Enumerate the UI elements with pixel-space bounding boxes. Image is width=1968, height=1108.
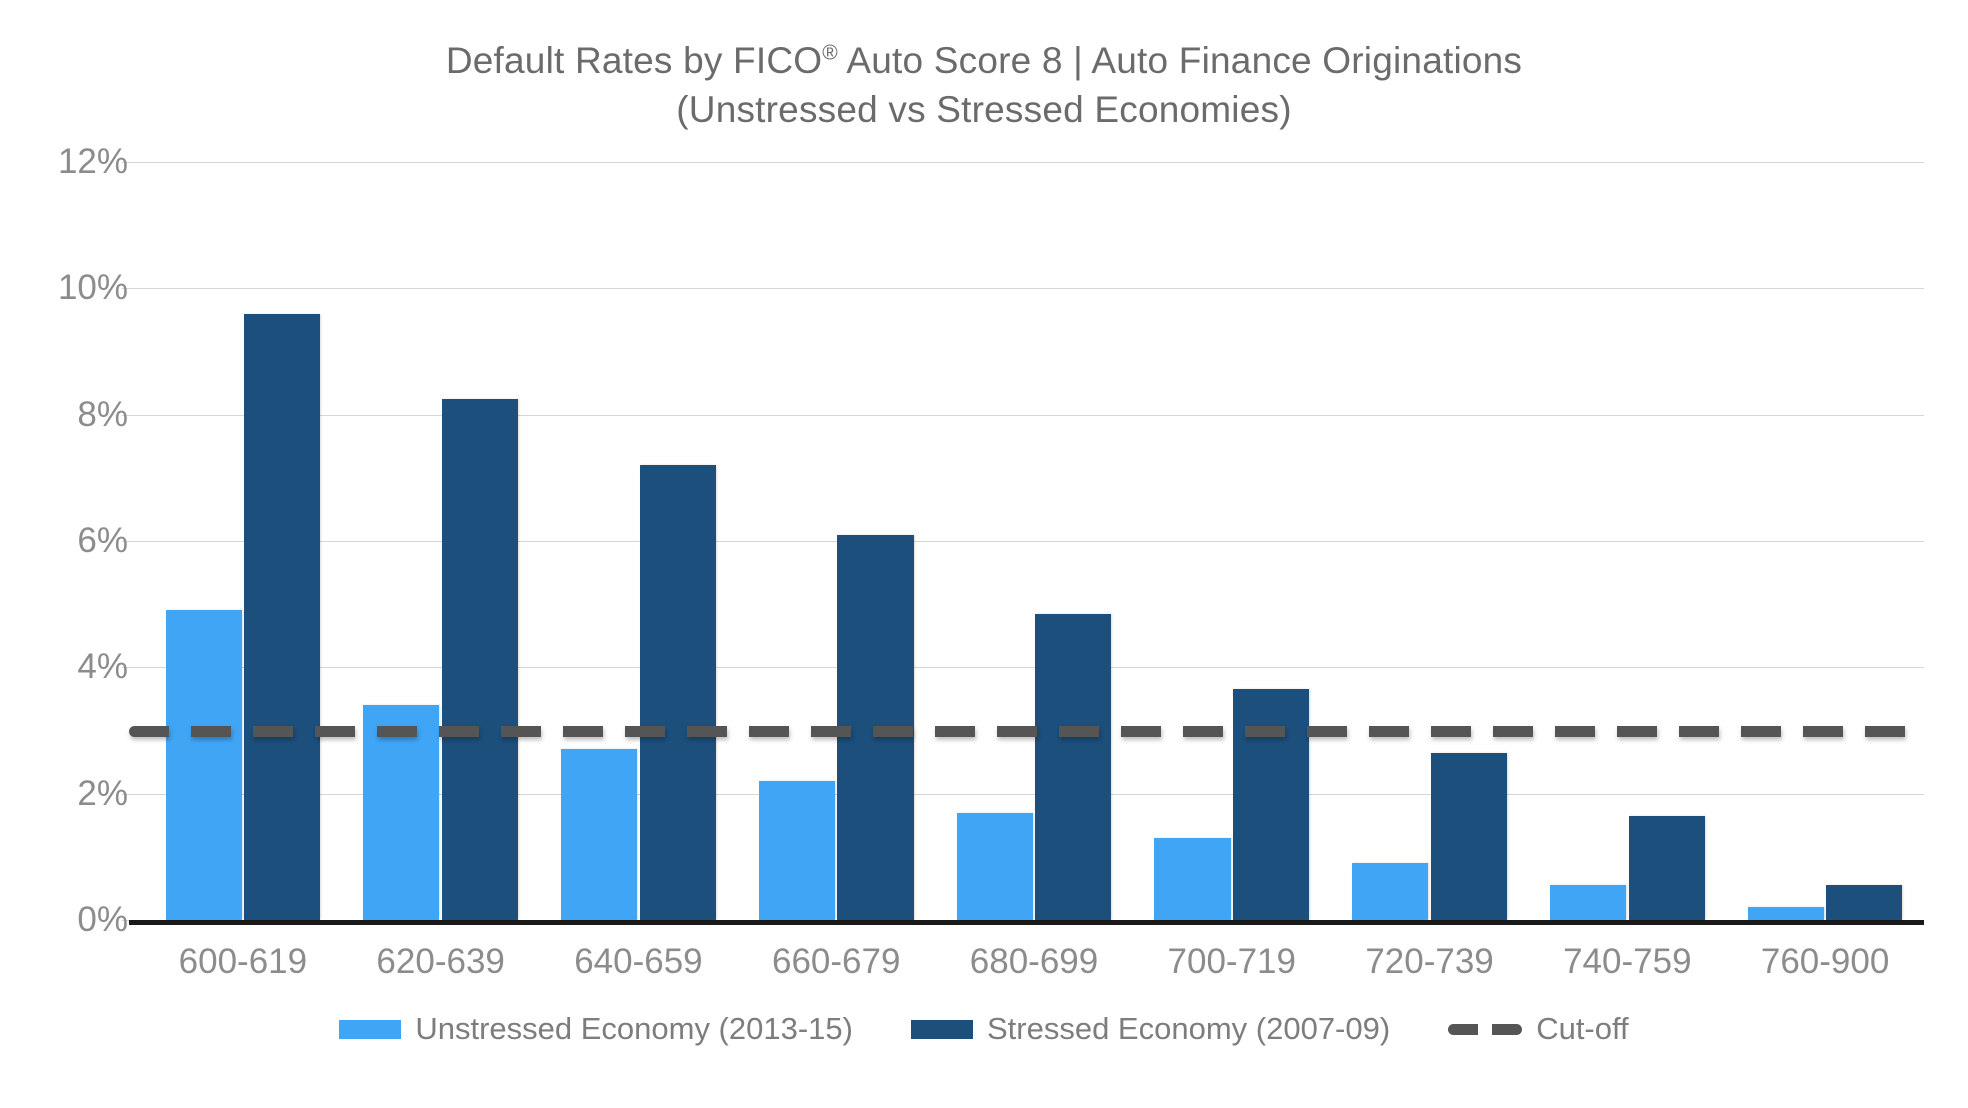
bar-700-719-stressed[interactable] <box>1232 689 1310 920</box>
x-axis-label-760-900: 760-900 <box>1760 942 1890 981</box>
x-axis-labels: 600-619 620-639 640-659 660-679 680-699 700-7… <box>144 938 1924 998</box>
bar-760-900-unstressed[interactable] <box>1747 907 1824 920</box>
bar-620-639-unstressed[interactable] <box>363 705 440 920</box>
y-axis-tick-mark <box>122 667 144 669</box>
chart-legend: Unstressed Economy (2013-15) Stressed Ec… <box>0 1012 1968 1046</box>
bar-740-759-unstressed[interactable] <box>1550 885 1627 920</box>
x-axis-label-720-739: 720-739 <box>1365 942 1494 981</box>
legend-item-stressed[interactable]: Stressed Economy (2007-09) <box>910 1011 1391 1046</box>
y-axis-tick-label: 4% <box>77 647 128 687</box>
bar-620-639-stressed[interactable] <box>441 398 518 920</box>
bar-760-900-stressed[interactable] <box>1826 885 1903 920</box>
legend-item-cutoff[interactable]: Cut-off <box>1448 1011 1629 1046</box>
legend-label-unstressed: Unstressed Economy (2013-15) <box>415 1011 853 1046</box>
legend-swatch-unstressed-icon <box>339 1019 402 1039</box>
bar-680-699-stressed[interactable] <box>1035 613 1112 920</box>
x-axis-label-640-659: 640-659 <box>574 942 703 981</box>
gridline <box>144 667 1924 669</box>
y-axis-tick-mark <box>122 414 144 416</box>
y-axis-tick-mark <box>122 288 144 290</box>
bar-720-739-unstressed[interactable] <box>1352 863 1429 920</box>
gridline <box>144 793 1924 795</box>
bar-640-659-stressed[interactable] <box>639 465 716 920</box>
registered-trademark-icon: ® <box>822 41 838 65</box>
chart-title-text-post: Auto Score 8 | Auto Finance Originations <box>837 40 1523 81</box>
gridline <box>144 541 1924 542</box>
legend-dashed-line-icon <box>1448 1023 1523 1035</box>
x-axis-label-740-759: 740-759 <box>1563 942 1692 981</box>
gridline <box>144 414 1924 416</box>
bar-720-739-stressed[interactable] <box>1430 752 1507 920</box>
chart-title: Default Rates by FICO® Auto Score 8 | Au… <box>0 36 1968 134</box>
legend-label-cutoff: Cut-off <box>1536 1011 1629 1046</box>
bar-600-619-stressed[interactable] <box>244 313 321 920</box>
legend-swatch-stressed-icon <box>910 1019 973 1039</box>
chart-title-text-pre: Default Rates by FICO <box>445 40 823 81</box>
y-axis-tick-label: 0% <box>77 900 128 939</box>
bar-600-619-unstressed[interactable] <box>165 610 242 920</box>
bar-740-759-stressed[interactable] <box>1628 815 1705 920</box>
chart-title-line1: Default Rates by FICO® Auto Score 8 | Au… <box>446 40 1522 81</box>
x-axis-label-680-699: 680-699 <box>969 942 1099 981</box>
bar-700-719-unstressed[interactable] <box>1154 837 1231 920</box>
legend-label-stressed: Stressed Economy (2007-09) <box>986 1011 1391 1046</box>
bar-680-699-unstressed[interactable] <box>956 812 1033 920</box>
cutoff-reference-line <box>129 725 1924 737</box>
y-axis-tick-label: 10% <box>57 268 128 308</box>
x-axis-label-700-719: 700-719 <box>1167 942 1296 981</box>
y-axis-tick-mark <box>122 162 144 163</box>
gridline <box>144 162 1924 163</box>
x-axis-label-660-679: 660-679 <box>771 942 901 981</box>
x-axis-label-600-619: 600-619 <box>178 942 308 981</box>
legend-item-unstressed[interactable]: Unstressed Economy (2013-15) <box>339 1012 853 1046</box>
x-axis-label-620-639: 620-639 <box>376 942 505 981</box>
bars-layer <box>144 150 1924 932</box>
x-axis-line <box>129 920 1924 925</box>
y-axis-tick-mark <box>122 793 144 795</box>
bar-660-679-unstressed[interactable] <box>758 781 836 920</box>
y-axis-tick-label: 2% <box>77 773 128 813</box>
y-axis-tick-label: 6% <box>77 521 128 560</box>
y-axis-tick-mark <box>122 541 144 542</box>
gridline <box>144 288 1924 290</box>
y-axis-tick-label: 12% <box>57 142 128 181</box>
plot-area: 0% 2% 4% 6% 8% 10% 12% <box>58 144 1924 937</box>
chart-subtitle: (Unstressed vs Stressed Economies) <box>676 89 1292 130</box>
bar-640-659-unstressed[interactable] <box>561 749 638 920</box>
y-axis-tick-label: 8% <box>77 394 128 434</box>
